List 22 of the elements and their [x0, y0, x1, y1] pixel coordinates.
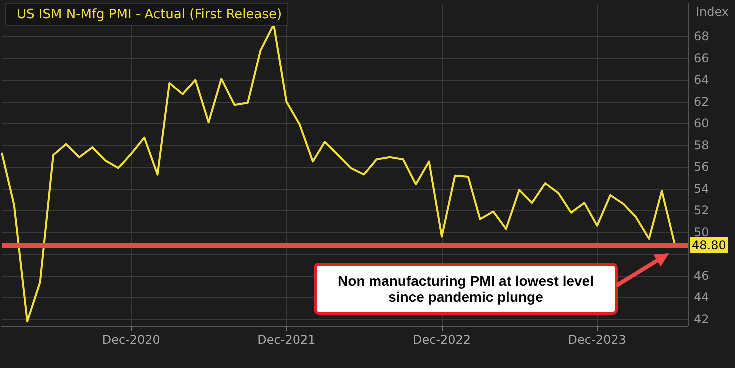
- x-tick-label: Dec-2021: [258, 333, 316, 347]
- y-tick-label: 54: [694, 182, 710, 196]
- y-tick-label: 42: [694, 312, 710, 326]
- y-tick-label: 66: [694, 51, 710, 66]
- y-tick-label: 68: [694, 30, 710, 44]
- ref-line-label: 48.80: [692, 238, 726, 252]
- line-series: [1, 24, 676, 323]
- y-tick-label: 52: [694, 204, 710, 218]
- y-tick-label: 56: [694, 160, 710, 174]
- y-tick-label: 50: [694, 225, 710, 240]
- callout-box: Non manufacturing PMI at lowest level since pandemic plunge: [314, 263, 618, 315]
- x-tick-label: Dec-2022: [412, 333, 472, 347]
- y-axis-title: Index: [696, 5, 730, 19]
- y-tick-label: 46: [694, 268, 710, 283]
- y-tick-label: 58: [694, 138, 710, 152]
- x-tick-label: Dec-2020: [102, 333, 160, 347]
- y-tick-label: 44: [694, 290, 710, 305]
- series-label: US ISM N-Mfg PMI - Actual (First Release): [17, 8, 282, 22]
- y-tick-label: 60: [694, 116, 710, 131]
- y-tick-label: 64: [694, 73, 710, 88]
- x-tick-label: Dec-2023: [568, 333, 626, 347]
- y-tick-label: 62: [694, 94, 710, 109]
